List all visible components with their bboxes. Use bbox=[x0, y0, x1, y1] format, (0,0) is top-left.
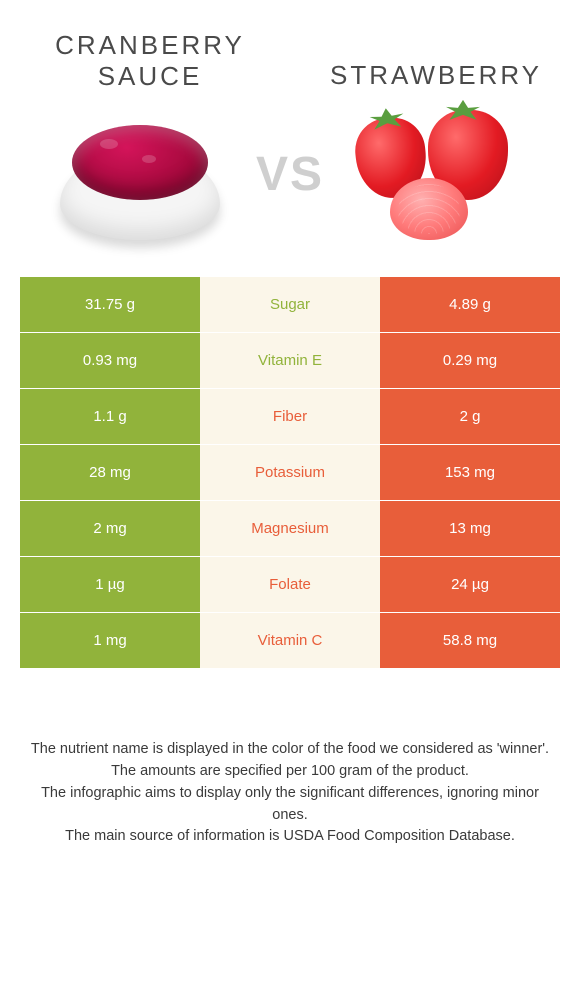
table-row: 0.93 mgVitamin E0.29 mg bbox=[20, 333, 560, 389]
header: CRANBERRY SAUCE STRAWBERRY bbox=[0, 0, 580, 102]
strawberry-icon bbox=[350, 100, 530, 250]
left-value: 1 µg bbox=[20, 557, 200, 612]
vs-label: VS bbox=[256, 147, 324, 202]
nutrient-label: Potassium bbox=[200, 445, 380, 500]
right-title: STRAWBERRY bbox=[330, 60, 530, 91]
left-value: 1 mg bbox=[20, 613, 200, 668]
nutrient-label: Magnesium bbox=[200, 501, 380, 556]
footer-line: The amounts are specified per 100 gram o… bbox=[24, 761, 556, 783]
right-value: 153 mg bbox=[380, 445, 560, 500]
table-row: 1.1 gFiber2 g bbox=[20, 389, 560, 445]
footer-line: The main source of information is USDA F… bbox=[24, 826, 556, 848]
left-image bbox=[40, 92, 240, 257]
left-value: 28 mg bbox=[20, 445, 200, 500]
images-row: VS bbox=[0, 92, 580, 277]
left-title: CRANBERRY SAUCE bbox=[50, 30, 250, 92]
table-row: 2 mgMagnesium13 mg bbox=[20, 501, 560, 557]
comparison-table: 31.75 gSugar4.89 g0.93 mgVitamin E0.29 m… bbox=[20, 277, 560, 669]
right-value: 24 µg bbox=[380, 557, 560, 612]
right-value: 0.29 mg bbox=[380, 333, 560, 388]
table-row: 31.75 gSugar4.89 g bbox=[20, 277, 560, 333]
left-value: 31.75 g bbox=[20, 277, 200, 332]
nutrient-label: Folate bbox=[200, 557, 380, 612]
nutrient-label: Sugar bbox=[200, 277, 380, 332]
right-value: 58.8 mg bbox=[380, 613, 560, 668]
right-value: 13 mg bbox=[380, 501, 560, 556]
left-value: 1.1 g bbox=[20, 389, 200, 444]
right-value: 2 g bbox=[380, 389, 560, 444]
left-value: 2 mg bbox=[20, 501, 200, 556]
cranberry-sauce-icon bbox=[50, 110, 230, 240]
table-row: 28 mgPotassium153 mg bbox=[20, 445, 560, 501]
nutrient-label: Fiber bbox=[200, 389, 380, 444]
nutrient-label: Vitamin C bbox=[200, 613, 380, 668]
footer-notes: The nutrient name is displayed in the co… bbox=[0, 669, 580, 848]
table-row: 1 mgVitamin C58.8 mg bbox=[20, 613, 560, 669]
right-image bbox=[340, 92, 540, 257]
left-value: 0.93 mg bbox=[20, 333, 200, 388]
nutrient-label: Vitamin E bbox=[200, 333, 380, 388]
right-value: 4.89 g bbox=[380, 277, 560, 332]
footer-line: The infographic aims to display only the… bbox=[24, 783, 556, 827]
table-row: 1 µgFolate24 µg bbox=[20, 557, 560, 613]
footer-line: The nutrient name is displayed in the co… bbox=[24, 739, 556, 761]
